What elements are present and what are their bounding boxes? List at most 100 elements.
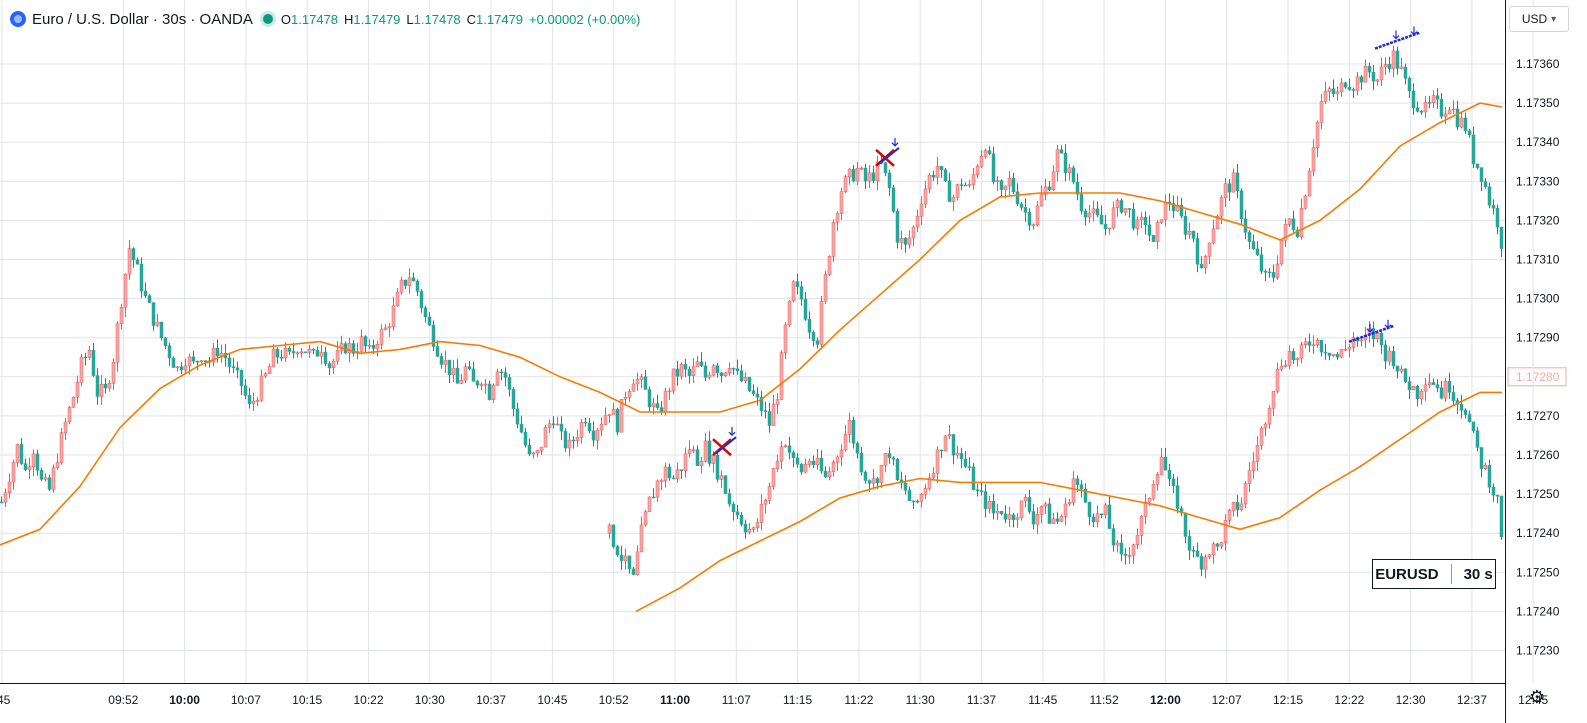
candle-body: [591, 430, 596, 441]
candle-body: [127, 248, 132, 275]
candle-body: [167, 345, 172, 359]
candle-body: [0, 501, 4, 504]
time-axis-label: 11:30: [906, 693, 935, 707]
time-axis-label: 12:22: [1334, 693, 1364, 707]
candle-body: [587, 422, 592, 432]
candle-body: [123, 273, 128, 308]
candle-body: [1467, 414, 1472, 423]
symbol-watermark: EURUSD 30 s: [1372, 559, 1496, 589]
candle-body: [631, 383, 636, 392]
candle-body: [1127, 208, 1132, 210]
market-status-icon[interactable]: [262, 14, 273, 24]
candle-body: [967, 466, 972, 468]
candle-body: [1319, 340, 1324, 353]
candle-body: [1403, 66, 1408, 79]
candle-body: [847, 420, 852, 435]
candle-body: [183, 365, 188, 371]
candle-body: [1203, 556, 1208, 570]
candle-body: [1211, 228, 1216, 244]
candle-body: [799, 286, 804, 300]
candle-body: [1195, 550, 1200, 557]
candle-body: [175, 366, 180, 369]
time-axis-label: 11:00: [660, 693, 690, 707]
candle-body: [819, 457, 824, 472]
candle-body: [679, 469, 684, 472]
candle-body: [147, 295, 152, 303]
candle-body: [279, 356, 284, 359]
candle-body: [859, 453, 864, 473]
candle-body: [1099, 214, 1104, 225]
candle-body: [707, 374, 712, 378]
time-axis-label: 12:00: [1150, 693, 1181, 707]
candle-body: [303, 351, 308, 354]
candle-body: [131, 248, 136, 261]
candle-body: [1123, 208, 1128, 213]
candle-body: [1427, 102, 1432, 104]
candle-body: [867, 480, 872, 484]
candle-body: [95, 375, 100, 397]
candle-body: [1239, 503, 1244, 510]
candle-body: [1239, 190, 1244, 220]
candle-body: [1195, 238, 1200, 265]
currency-button[interactable]: USD ▾: [1509, 6, 1569, 32]
candle-body: [807, 319, 812, 333]
candle-body: [1055, 149, 1060, 173]
candle-body: [527, 445, 532, 455]
candle-body: [111, 362, 116, 384]
candle-body: [299, 351, 304, 354]
candle-body: [871, 478, 876, 484]
candle-body: [1447, 381, 1452, 393]
candle-body: [1047, 503, 1052, 524]
candle-body: [1279, 366, 1284, 370]
candle-body: [431, 324, 436, 347]
price-change: +0.00002 (+0.00%): [529, 11, 641, 27]
candle-body: [1143, 501, 1148, 517]
candle-body: [1171, 203, 1176, 212]
candle-body: [1063, 503, 1068, 517]
candle-body: [815, 457, 820, 465]
moving-average-line: [635, 391, 1502, 613]
time-axis-label: 11:37: [967, 693, 996, 707]
time-axis-label: 12:45: [1518, 693, 1548, 707]
candle-body: [599, 424, 604, 431]
time-axis-label: 12:15: [1273, 693, 1303, 707]
candle-body: [739, 514, 744, 525]
candle-body: [1275, 263, 1280, 278]
candle-body: [335, 350, 340, 362]
candle-body: [995, 180, 1000, 182]
candle-body: [759, 396, 764, 411]
candle-body: [391, 305, 396, 327]
candle-body: [687, 449, 692, 454]
time-axis-label: 11:07: [722, 693, 751, 707]
candle-body: [1403, 368, 1408, 382]
price-axis-label: 1.17250: [1516, 565, 1560, 579]
candle-body: [1243, 483, 1248, 505]
candle-body: [1415, 107, 1420, 112]
candle-body: [1315, 122, 1320, 148]
candle-body: [383, 327, 388, 330]
candle-body: [115, 323, 120, 363]
candle-body: [1375, 79, 1380, 82]
candle-body: [635, 379, 640, 385]
gear-icon[interactable]: ⚙: [1528, 687, 1546, 707]
candle-body: [1139, 216, 1144, 221]
candle-body: [1015, 517, 1020, 521]
candle-body: [139, 264, 144, 292]
candle-body: [1335, 91, 1340, 95]
candle-body: [1059, 149, 1064, 154]
candle-body: [1483, 181, 1488, 188]
candle-body: [639, 376, 644, 380]
candle-body: [827, 471, 832, 477]
candle-body: [1107, 504, 1112, 529]
candle-body: [811, 332, 816, 341]
candle-body: [1387, 350, 1392, 362]
candle-body: [387, 326, 392, 329]
candle-body: [471, 368, 476, 382]
candle-body: [1051, 171, 1056, 190]
candle-body: [1439, 99, 1444, 117]
candle-body: [295, 352, 300, 355]
time-axis-label: 10:07: [231, 693, 261, 707]
candle-body: [19, 444, 24, 464]
symbol-title[interactable]: Euro / U.S. Dollar · 30s · OANDA: [32, 10, 253, 28]
